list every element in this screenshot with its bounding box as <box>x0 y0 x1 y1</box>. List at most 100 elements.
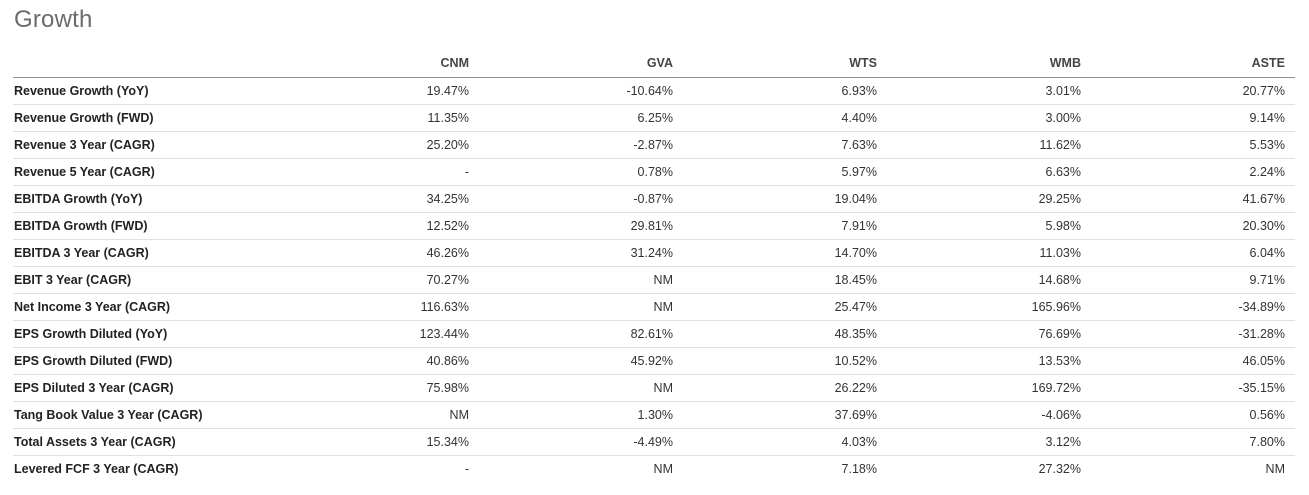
table-row: Net Income 3 Year (CAGR) 116.63% NM 25.47% 1… <box>13 293 1295 321</box>
metric-label: Revenue Growth (YoY) <box>13 77 275 105</box>
metric-value: 14.70% <box>683 239 887 267</box>
metric-value: 116.63% <box>275 293 479 321</box>
metric-value: 165.96% <box>887 293 1091 321</box>
section-title: Growth <box>14 6 93 33</box>
metric-label: Total Assets 3 Year (CAGR) <box>13 428 275 456</box>
table-row: Revenue 5 Year (CAGR) -0.78% 5.97% 6.63% 2.2… <box>13 158 1295 186</box>
metric-value: 19.04% <box>683 185 887 213</box>
metric-value: 41.67% <box>1091 185 1295 213</box>
growth-section: Growth CNM GVA WTS WMB ASTE Revenue Growth (… <box>0 6 1309 495</box>
metric-label: EBITDA Growth (YoY) <box>13 185 275 213</box>
metric-value: 13.53% <box>887 347 1091 375</box>
metric-value: 20.77% <box>1091 77 1295 105</box>
metric-value: -2.87% <box>479 131 683 159</box>
table-row: EPS Growth Diluted (FWD) 40.86% 45.92% 10.5… <box>13 347 1295 375</box>
table-row: Revenue 3 Year (CAGR) 25.20% -2.87% 7.63% 11… <box>13 131 1295 159</box>
metric-label: EBITDA 3 Year (CAGR) <box>13 239 275 267</box>
metric-value: 14.68% <box>887 266 1091 294</box>
metric-value: 5.53% <box>1091 131 1295 159</box>
metric-value: 46.26% <box>275 239 479 267</box>
table-row: EPS Growth Diluted (YoY) 123.44% 82.61% 48.… <box>13 320 1295 348</box>
metric-value: 7.80% <box>1091 428 1295 456</box>
metric-value: 25.20% <box>275 131 479 159</box>
metric-value: -31.28% <box>1091 320 1295 348</box>
table-row: Total Assets 3 Year (CAGR) 15.34% -4.49% 4.… <box>13 428 1295 456</box>
metric-label: Net Income 3 Year (CAGR) <box>13 293 275 321</box>
metric-value: 0.78% <box>479 158 683 186</box>
metric-value: NM <box>1265 462 1285 476</box>
metric-value: 6.93% <box>683 77 887 105</box>
metric-value: 123.44% <box>275 320 479 348</box>
metric-value: 82.61% <box>479 320 683 348</box>
metric-value: 2.24% <box>1091 158 1295 186</box>
ticker-column-header-cnm: CNM <box>275 56 479 78</box>
metric-value: 26.22% <box>683 374 887 402</box>
metric-label: EPS Growth Diluted (YoY) <box>13 320 275 348</box>
metric-value: -10.64% <box>479 77 683 105</box>
metric-value: -4.49% <box>479 428 683 456</box>
metric-value: 75.98% <box>275 374 479 402</box>
metric-value: 29.25% <box>887 185 1091 213</box>
metric-value: 169.72% <box>887 374 1091 402</box>
metric-label: Revenue Growth (FWD) <box>13 104 275 132</box>
metric-label: EPS Diluted 3 Year (CAGR) <box>13 374 275 402</box>
metric-value: 76.69% <box>887 320 1091 348</box>
metric-value: 25.47% <box>683 293 887 321</box>
metric-value: 31.24% <box>479 239 683 267</box>
metric-value: 5.98% <box>887 212 1091 240</box>
metric-value: 7.91% <box>683 212 887 240</box>
metric-value: 18.45% <box>683 266 887 294</box>
metric-label: Tang Book Value 3 Year (CAGR) <box>13 401 275 429</box>
metric-value: -0.87% <box>479 185 683 213</box>
table-row: Levered FCF 3 Year (CAGR) - NM 7.18% 27.32% N… <box>13 456 1295 483</box>
table-row: EBITDA 3 Year (CAGR) 46.26% 31.24% 14.70% 11… <box>13 239 1295 267</box>
metric-value: 4.40% <box>683 104 887 132</box>
table-row: EPS Diluted 3 Year (CAGR) 75.98% NM 26.22% 1… <box>13 374 1295 402</box>
metric-label: EPS Growth Diluted (FWD) <box>13 347 275 375</box>
metric-label: EBITDA Growth (FWD) <box>13 212 275 240</box>
metric-value: 7.63% <box>683 131 887 159</box>
metric-value: 6.25% <box>479 104 683 132</box>
ticker-column-header-wts: WTS <box>683 56 887 78</box>
metric-value: 6.63% <box>887 158 1091 186</box>
metric-value: - <box>275 158 479 186</box>
metric-label: EBIT 3 Year (CAGR) <box>13 266 275 294</box>
metric-value: 10.52% <box>683 347 887 375</box>
metric-value: NM <box>653 462 673 476</box>
metric-value: 37.69% <box>683 401 887 429</box>
metric-value: NM <box>479 374 683 402</box>
table-row: Revenue Growth (YoY) 19.47% -10.64% 6.93% 3.… <box>13 77 1295 105</box>
metric-value: 15.34% <box>275 428 479 456</box>
metric-value: 11.35% <box>275 104 479 132</box>
metric-value: 4.03% <box>683 428 887 456</box>
metric-column-header <box>13 56 275 78</box>
metric-value: 19.47% <box>275 77 479 105</box>
ticker-column-header-wmb: WMB <box>887 56 1091 78</box>
metric-value: 27.32% <box>1038 462 1081 476</box>
metric-label: Revenue 3 Year (CAGR) <box>13 131 275 159</box>
metric-value: NM <box>479 293 683 321</box>
table-row: EBIT 3 Year (CAGR) 70.27% NM 18.45% 14.68% 9.… <box>13 266 1295 294</box>
metric-label: Revenue 5 Year (CAGR) <box>13 158 275 186</box>
metric-label: Levered FCF 3 Year (CAGR) <box>14 462 179 476</box>
metric-value: NM <box>275 401 479 429</box>
ticker-column-header-aste: ASTE <box>1091 56 1295 78</box>
metric-value: 11.03% <box>887 239 1091 267</box>
metric-value: 3.00% <box>887 104 1091 132</box>
metric-value: -35.15% <box>1091 374 1295 402</box>
metric-value: 12.52% <box>275 212 479 240</box>
metric-value: 5.97% <box>683 158 887 186</box>
metric-value: 34.25% <box>275 185 479 213</box>
table-row: EBITDA Growth (YoY) 34.25% -0.87% 19.04% 29.… <box>13 185 1295 213</box>
metric-value: 0.56% <box>1091 401 1295 429</box>
metric-value: 45.92% <box>479 347 683 375</box>
metric-value: 9.71% <box>1091 266 1295 294</box>
table-row: Revenue Growth (FWD) 11.35% 6.25% 4.40% 3.00… <box>13 104 1295 132</box>
table-row: EBITDA Growth (FWD) 12.52% 29.81% 7.91% 5.98… <box>13 212 1295 240</box>
metric-value: 29.81% <box>479 212 683 240</box>
metric-value: -34.89% <box>1091 293 1295 321</box>
metric-value: 7.18% <box>841 462 877 476</box>
metric-value: 11.62% <box>887 131 1091 159</box>
metric-value: 20.30% <box>1091 212 1295 240</box>
metric-value: 9.14% <box>1091 104 1295 132</box>
